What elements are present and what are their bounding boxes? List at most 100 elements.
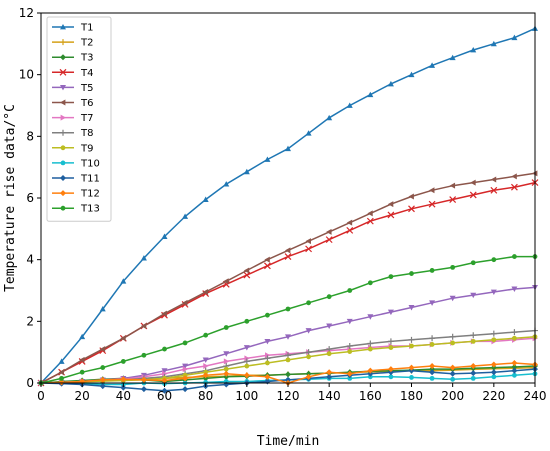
data-point (367, 374, 373, 380)
data-point (285, 357, 291, 363)
x-tick-label: 200 (441, 389, 464, 403)
data-point (264, 355, 271, 362)
x-tick-label: 140 (318, 389, 341, 403)
data-point (182, 386, 189, 393)
y-tick-label: 6 (26, 191, 34, 205)
data-point (120, 278, 127, 284)
legend-label: T2 (80, 38, 93, 49)
data-point (367, 370, 374, 377)
data-point (346, 318, 353, 325)
series-t13 (38, 254, 538, 386)
data-point (511, 329, 518, 336)
data-point (346, 343, 353, 349)
series-t6 (38, 170, 538, 386)
data-point (326, 323, 333, 329)
data-point (140, 376, 147, 383)
data-point (182, 366, 189, 373)
legend-label: T12 (80, 189, 100, 200)
data-point (387, 369, 394, 376)
plot-area (37, 25, 539, 394)
y-tick-label: 2 (26, 314, 34, 328)
data-point (429, 300, 436, 306)
data-point (450, 264, 456, 270)
data-point (408, 305, 415, 311)
data-point (264, 156, 271, 162)
series-line-t1 (40, 27, 536, 384)
data-point (161, 233, 168, 239)
data-point (470, 332, 477, 339)
data-point (223, 351, 230, 357)
y-tick-label: 10 (19, 68, 34, 82)
data-point (490, 330, 497, 337)
data-point (161, 377, 168, 384)
x-tick-label: 160 (359, 389, 382, 403)
data-point (140, 386, 147, 393)
x-tick-label: 220 (482, 389, 505, 403)
legend-entry-t6: T6 (52, 98, 93, 109)
legend-marker (60, 205, 66, 211)
data-point (470, 292, 477, 299)
data-point (408, 205, 415, 213)
data-point (449, 182, 456, 189)
data-point (449, 333, 456, 340)
data-point (203, 332, 209, 338)
data-point (367, 346, 373, 352)
legend-entry-t10: T10 (52, 158, 100, 169)
data-point (202, 375, 209, 382)
data-point (265, 360, 270, 366)
data-point (470, 370, 477, 377)
data-point (120, 335, 126, 342)
legend-marker (60, 129, 66, 136)
data-point (449, 295, 456, 302)
data-point (305, 130, 312, 136)
data-point (243, 168, 250, 175)
legend-marker (60, 160, 66, 166)
data-point (285, 352, 291, 359)
data-point (305, 238, 311, 245)
data-point (326, 351, 332, 357)
data-point (182, 375, 189, 382)
data-point (326, 228, 332, 235)
data-point (305, 245, 313, 253)
data-point (346, 102, 353, 108)
data-point (59, 375, 64, 381)
data-point (387, 366, 394, 373)
y-tick-label: 12 (19, 6, 34, 20)
data-point (79, 356, 85, 363)
data-point (100, 365, 106, 370)
data-point (511, 359, 518, 366)
x-tick-label: 120 (277, 389, 300, 403)
data-point (429, 342, 435, 347)
data-point (243, 372, 250, 379)
data-point (387, 309, 394, 316)
data-point (490, 176, 497, 183)
legend-label: T1 (80, 23, 93, 34)
legend-marker (60, 24, 66, 30)
data-point (244, 318, 250, 324)
x-tick-label: 180 (400, 389, 423, 403)
data-point (326, 294, 332, 300)
data-point (470, 47, 477, 53)
data-point (428, 200, 436, 208)
legend-marker (60, 114, 66, 121)
data-point (470, 338, 476, 344)
data-point (182, 299, 188, 306)
legend-entry-t9: T9 (52, 143, 93, 154)
data-point (223, 181, 230, 187)
data-point (182, 372, 188, 378)
data-point (512, 254, 517, 259)
data-point (469, 191, 477, 199)
data-point (346, 219, 353, 226)
data-point (490, 364, 497, 371)
data-point (58, 369, 64, 376)
data-point (326, 373, 333, 380)
data-point (490, 369, 497, 376)
data-point (285, 247, 291, 254)
data-point (223, 325, 229, 330)
data-point (429, 366, 436, 373)
data-point (223, 373, 230, 380)
data-point (408, 193, 414, 200)
legend-marker (59, 68, 67, 76)
data-point (387, 211, 395, 219)
